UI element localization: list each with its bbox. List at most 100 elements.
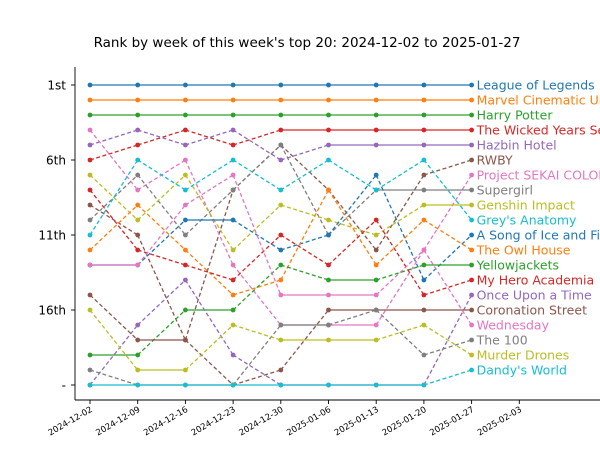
data-point xyxy=(469,82,474,88)
series-segment xyxy=(184,189,234,236)
series-segment xyxy=(376,324,425,341)
data-point xyxy=(469,277,474,283)
series-label-rwby: RWBY xyxy=(477,153,513,168)
series-segment xyxy=(423,174,473,251)
data-point xyxy=(87,382,93,388)
data-point xyxy=(373,187,379,193)
series-segment xyxy=(280,189,330,281)
series-segment xyxy=(137,249,186,266)
series-label-grey-s-anatomy: Grey's Anatomy xyxy=(477,213,577,228)
data-point xyxy=(469,127,474,133)
data-point xyxy=(183,382,188,388)
y-tick-label: 16th xyxy=(38,304,66,318)
y-tick-label: 1st xyxy=(47,79,66,93)
data-point xyxy=(278,202,284,208)
data-point xyxy=(421,247,427,253)
data-point xyxy=(421,382,427,388)
series-label-marvel-cinematic-universe: Marvel Cinematic Universe xyxy=(477,93,600,108)
data-point xyxy=(469,367,474,373)
series-segment xyxy=(328,159,377,191)
data-point xyxy=(373,247,379,253)
data-point xyxy=(278,367,284,373)
data-point xyxy=(326,292,331,298)
series-segment xyxy=(232,324,281,341)
data-point xyxy=(135,112,141,118)
series-segment xyxy=(184,339,234,386)
data-point xyxy=(278,382,284,388)
x-tick-label: 2025-01-20 xyxy=(381,405,429,438)
series-segment xyxy=(375,219,425,296)
series-segment xyxy=(185,264,234,281)
data-point xyxy=(373,322,379,328)
series-segment xyxy=(137,129,186,146)
series-segment xyxy=(184,279,234,356)
data-point xyxy=(421,322,427,328)
series-label-yellowjackets: Yellowjackets xyxy=(476,258,559,273)
data-point xyxy=(278,187,284,193)
data-point xyxy=(183,367,188,373)
series-segment xyxy=(375,249,425,296)
data-point xyxy=(230,187,236,193)
data-point xyxy=(135,187,141,193)
series-segment xyxy=(423,249,473,326)
series-segment xyxy=(137,219,186,266)
data-point xyxy=(278,127,284,133)
data-point xyxy=(469,202,474,208)
series-segment xyxy=(328,189,377,236)
data-point xyxy=(326,127,331,133)
series-segment xyxy=(184,249,234,296)
data-point xyxy=(469,292,474,298)
series-segment xyxy=(280,234,329,251)
data-point xyxy=(326,382,331,388)
data-point xyxy=(421,97,427,103)
data-point xyxy=(87,157,93,163)
data-point xyxy=(421,172,427,178)
data-point xyxy=(326,322,331,328)
x-tick-label: 2024-12-09 xyxy=(94,405,142,438)
series-my-hero-academia xyxy=(87,187,474,298)
series-label-coronation-street: Coronation Street xyxy=(477,303,587,318)
series-segment xyxy=(280,144,329,161)
series-coronation-street xyxy=(87,292,474,388)
data-point xyxy=(278,292,284,298)
data-point xyxy=(135,127,141,133)
data-point xyxy=(326,262,331,268)
y-tick-label: 11th xyxy=(38,229,66,243)
data-point xyxy=(421,262,427,268)
data-point xyxy=(183,262,188,268)
data-point xyxy=(135,157,141,163)
data-point xyxy=(135,232,141,238)
data-point xyxy=(421,112,427,118)
data-point xyxy=(135,217,141,223)
series-segment xyxy=(232,144,282,191)
data-point xyxy=(230,382,236,388)
data-point xyxy=(183,337,188,343)
series-the-owl-house xyxy=(87,187,474,298)
series-harry-potter xyxy=(87,112,474,118)
data-point xyxy=(278,97,284,103)
data-point xyxy=(469,322,474,328)
data-point xyxy=(373,277,379,283)
data-point xyxy=(135,382,141,388)
series-label-wednesday: Wednesday xyxy=(477,318,550,333)
series-segment xyxy=(375,204,425,236)
data-point xyxy=(230,247,236,253)
series-segment xyxy=(137,279,186,326)
series-league-of-legends xyxy=(87,82,474,88)
data-point xyxy=(469,112,474,118)
series-label-dandy-s-world: Dandy's World xyxy=(477,363,567,378)
data-point xyxy=(230,82,236,88)
data-point xyxy=(326,337,331,343)
series-label-my-hero-academia: My Hero Academia xyxy=(477,273,595,288)
series-segment xyxy=(423,339,472,356)
data-point xyxy=(87,82,93,88)
data-point xyxy=(421,292,427,298)
data-point xyxy=(278,277,284,283)
series-segment xyxy=(280,234,329,266)
series-segment xyxy=(184,324,234,371)
series-rwby xyxy=(87,142,474,343)
series-label-the-owl-house: The Owl House xyxy=(476,243,571,258)
x-tick-label: 2024-12-30 xyxy=(238,405,286,438)
